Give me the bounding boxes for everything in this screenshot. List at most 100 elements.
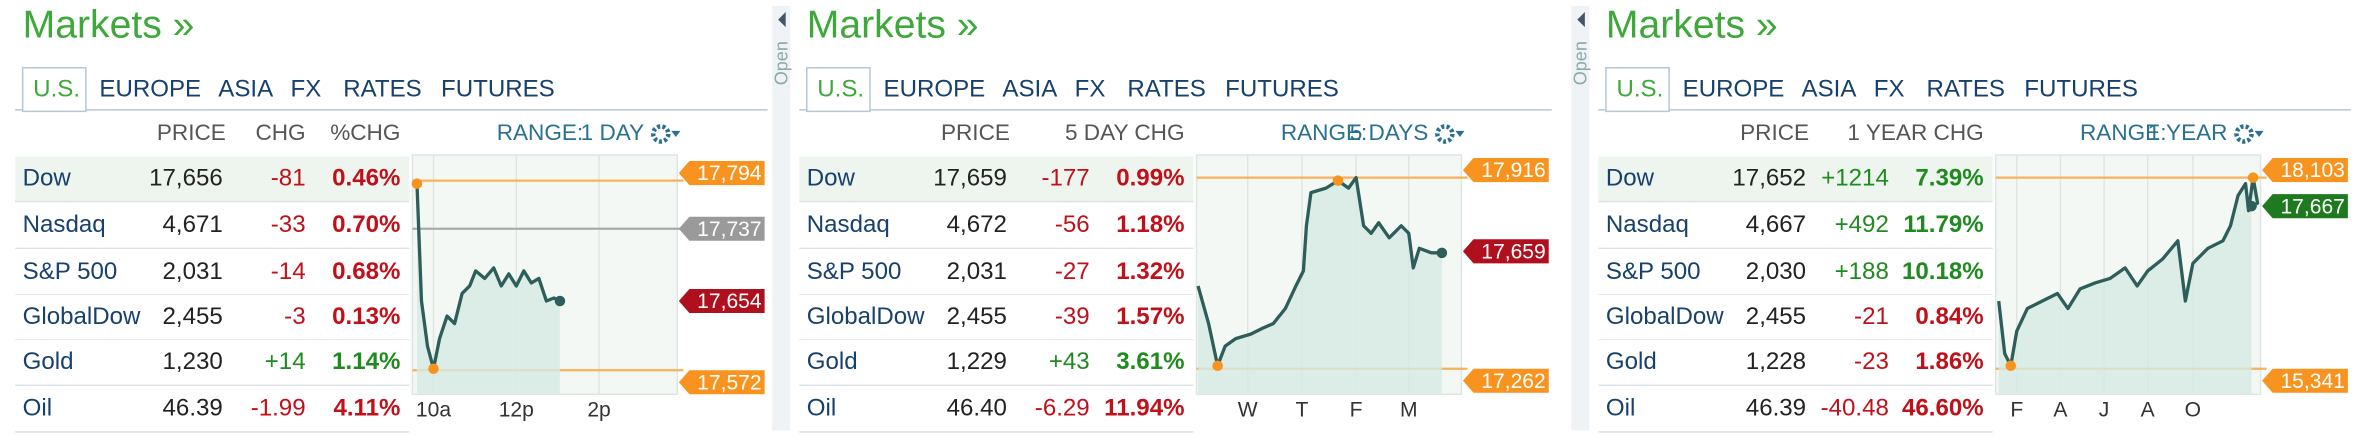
- row-name[interactable]: S&P 500: [23, 258, 118, 285]
- row-price: 17,659: [933, 164, 1007, 191]
- row-name[interactable]: Nasdaq: [1606, 211, 1689, 238]
- title[interactable]: Markets »: [807, 3, 979, 46]
- tab[interactable]: U.S.: [817, 76, 864, 103]
- tab[interactable]: RATES: [343, 76, 422, 103]
- market-panel: Open Markets » U.S. EUROPE ASIA FX RATES FUTURE…: [771, 3, 1552, 433]
- row-change: -27: [1055, 258, 1090, 285]
- row-name[interactable]: Nasdaq: [23, 211, 106, 238]
- gear-icon[interactable]: [1435, 124, 1455, 144]
- row-price: 1,228: [1746, 348, 1806, 375]
- tab[interactable]: RATES: [1127, 76, 1206, 103]
- row-name[interactable]: S&P 500: [807, 258, 902, 285]
- title[interactable]: Markets »: [23, 3, 195, 46]
- row-pct-change: 3.61%: [1116, 348, 1184, 375]
- tab[interactable]: ASIA: [218, 76, 274, 103]
- tab[interactable]: FX: [1874, 76, 1905, 103]
- x-label: 12p: [499, 398, 534, 421]
- side-tab[interactable]: Open: [1571, 41, 1591, 85]
- row-pct-change: 1.57%: [1116, 303, 1184, 330]
- row-bg: [799, 249, 1194, 295]
- column-header: 5 DAY CHG: [1065, 120, 1185, 145]
- tab[interactable]: U.S.: [1616, 76, 1663, 103]
- extreme-dot: [411, 178, 423, 189]
- side-tab[interactable]: Open: [771, 41, 791, 85]
- tab[interactable]: ASIA: [1002, 76, 1058, 103]
- gear-icon[interactable]: [2234, 124, 2254, 144]
- x-label: 10a: [416, 398, 451, 421]
- row-name[interactable]: Dow: [807, 164, 856, 191]
- row-name[interactable]: Nasdaq: [807, 211, 890, 238]
- row-bg: [799, 386, 1194, 432]
- row-pct-change: 10.18%: [1902, 258, 1984, 285]
- row-name[interactable]: Dow: [23, 164, 72, 191]
- price-tag-text: 17,916: [1481, 159, 1545, 182]
- row-name[interactable]: S&P 500: [1606, 258, 1701, 285]
- row-price: 2,455: [163, 303, 223, 330]
- price-tag-text: 18,103: [2280, 159, 2344, 182]
- row-pct-change: 0.68%: [332, 258, 400, 285]
- tab[interactable]: EUROPE: [1683, 76, 1785, 103]
- gear-icon[interactable]: [650, 124, 671, 144]
- row-name[interactable]: Oil: [23, 395, 52, 422]
- range-label: RANGE:: [1281, 120, 1368, 145]
- price-tag-text: 17,572: [697, 371, 761, 394]
- column-header: PRICE: [1740, 120, 1809, 145]
- range-value[interactable]: 1 YEAR: [2148, 120, 2228, 145]
- tab[interactable]: RATES: [1926, 76, 2005, 103]
- row-name[interactable]: Gold: [23, 348, 74, 375]
- row-price: 4,672: [947, 211, 1007, 238]
- row-change: -1.99: [251, 395, 306, 422]
- tab[interactable]: EUROPE: [884, 76, 986, 103]
- tab[interactable]: ASIA: [1802, 76, 1858, 103]
- side-tab-bg: [772, 6, 791, 431]
- price-tag-text: 17,794: [697, 162, 762, 185]
- row-name[interactable]: Oil: [807, 395, 836, 422]
- dropdown-arrow: [2254, 130, 2264, 137]
- row-name[interactable]: Gold: [807, 348, 858, 375]
- x-label: 2p: [587, 398, 610, 421]
- row-name[interactable]: GlobalDow: [807, 303, 925, 330]
- title[interactable]: Markets »: [1606, 3, 1778, 46]
- range-label: RANGE:: [2080, 120, 2167, 145]
- side-tab-arrow: [778, 12, 786, 28]
- extreme-dot: [1332, 175, 1344, 186]
- range-value[interactable]: 1 DAY: [581, 120, 645, 145]
- row-price: 46.40: [947, 395, 1007, 422]
- row-change: -6.29: [1035, 395, 1090, 422]
- row-name[interactable]: GlobalDow: [1606, 303, 1724, 330]
- tab[interactable]: FX: [291, 76, 322, 103]
- price-tag: [1462, 368, 1549, 393]
- row-price: 2,031: [163, 258, 223, 285]
- row-name[interactable]: GlobalDow: [23, 303, 141, 330]
- row-change: -23: [1854, 348, 1889, 375]
- market-panel: Open Markets » U.S. EUROPE ASIA FX RATES FUTURE…: [1571, 3, 2351, 433]
- row-change: +492: [1835, 211, 1889, 238]
- tab[interactable]: FUTURES: [441, 76, 555, 103]
- price-tag-text: 17,654: [697, 290, 762, 313]
- row-bg: [799, 156, 1194, 202]
- row-change: +188: [1835, 258, 1889, 285]
- tab[interactable]: FUTURES: [1225, 76, 1339, 103]
- column-header: CHG: [255, 120, 305, 145]
- x-label: T: [1295, 398, 1308, 421]
- tab[interactable]: EUROPE: [99, 76, 201, 103]
- chart-line: [1196, 175, 1442, 368]
- row-name[interactable]: Dow: [1606, 164, 1655, 191]
- row-name[interactable]: Oil: [1606, 395, 1635, 422]
- tab[interactable]: FUTURES: [2024, 76, 2138, 103]
- row-change: -177: [1041, 164, 1089, 191]
- extreme-dot: [428, 363, 439, 374]
- price-tag: [678, 216, 765, 241]
- row-bg: [15, 386, 410, 432]
- price-tag: [1462, 239, 1549, 264]
- row-name[interactable]: Gold: [1606, 348, 1657, 375]
- tab[interactable]: U.S.: [33, 76, 80, 103]
- range-value[interactable]: 5 DAYS: [1350, 120, 1429, 145]
- side-tab-bg: [1571, 6, 1590, 431]
- price-tag-text: 15,341: [2280, 370, 2344, 393]
- tab[interactable]: FX: [1075, 76, 1106, 103]
- current-dot: [1436, 247, 1448, 259]
- current-dot: [554, 295, 566, 307]
- price-tag: [2262, 194, 2348, 219]
